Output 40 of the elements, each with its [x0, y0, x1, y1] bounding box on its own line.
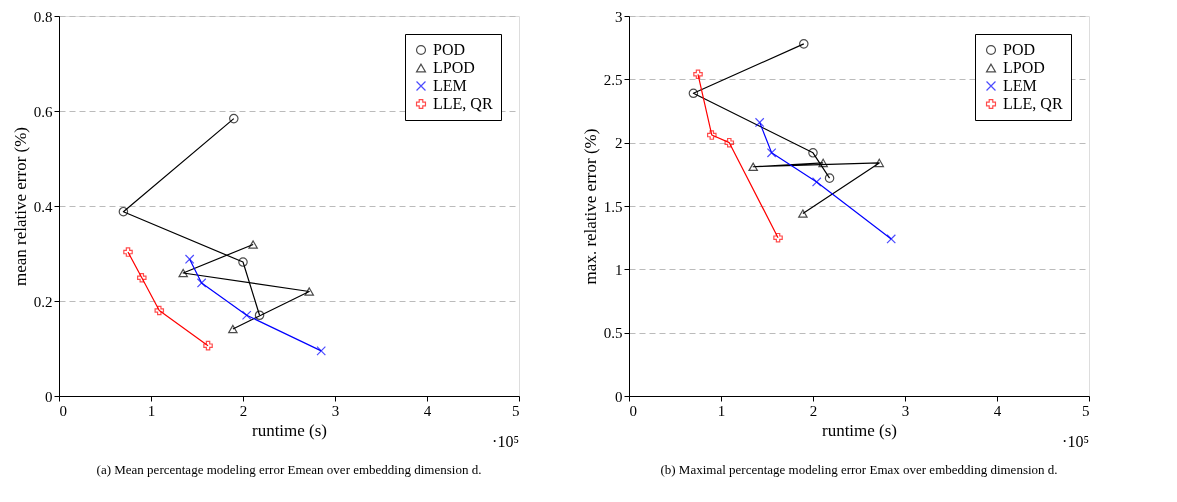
legend-label: LLE, QR [1003, 95, 1063, 112]
y-tick-label: 0.4 [33, 198, 53, 215]
x-tick-label: 5 [1082, 402, 1090, 419]
legend-label: LLE, QR [433, 95, 493, 112]
y-tick-label: 1.5 [603, 198, 623, 215]
legend-label: LPOD [1003, 59, 1045, 76]
x-tick-label: 1 [147, 402, 156, 419]
text: ·10⁵ [492, 433, 519, 450]
y-tick-label: 0 [45, 388, 53, 405]
x-axis-title: runtime (s) [251, 420, 328, 440]
y-tick-label: 0 [615, 388, 623, 405]
legend-label: LEM [1003, 77, 1037, 94]
x-tick-label: 3 [331, 402, 340, 419]
x-tick-label: 2 [809, 402, 818, 419]
legend-label: POD [1003, 41, 1036, 58]
x-tick-label: 2 [239, 402, 248, 419]
x-tick-label: 4 [993, 402, 1002, 419]
y-axis-title: max. relative error (%) [580, 128, 600, 285]
text: (a) Mean percentage modeling error Emean over embedding dimension d. [96, 462, 482, 477]
y-tick-label: 1 [615, 261, 623, 278]
y-tick-label: 2 [615, 135, 623, 152]
legend-label: POD [433, 41, 466, 58]
y-tick-label: 3 [615, 8, 623, 25]
x-tick-label: 3 [901, 402, 910, 419]
x-tick-label: 0 [59, 402, 67, 419]
x-axis-title: runtime (s) [821, 420, 898, 440]
y-tick-label: 0.8 [33, 8, 53, 25]
legend-label: LEM [433, 77, 467, 94]
y-axis-title: mean relative error (%) [10, 126, 30, 287]
text: ·10⁵ [1062, 433, 1089, 450]
y-tick-label: 2.5 [603, 71, 623, 88]
y-tick-label: 0.6 [33, 103, 53, 120]
x-tick-label: 5 [512, 402, 520, 419]
x-tick-label: 1 [717, 402, 726, 419]
x-tick-label: 0 [629, 402, 637, 419]
legend-label: LPOD [433, 59, 475, 76]
y-tick-label: 0.5 [603, 325, 623, 342]
x-tick-label: 4 [423, 402, 432, 419]
y-tick-label: 0.2 [33, 293, 53, 310]
text: (b) Maximal percentage modeling error Emax over embedding dimension d. [660, 462, 1058, 477]
